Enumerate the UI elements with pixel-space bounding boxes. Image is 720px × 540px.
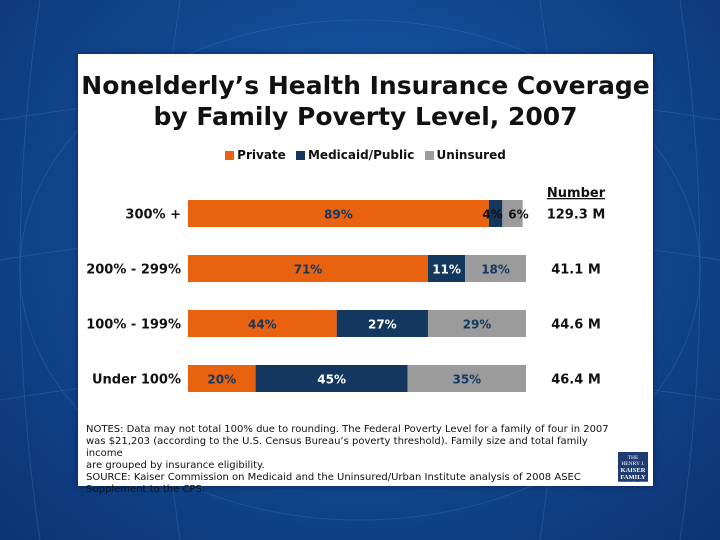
bar-uninsured-300 <box>502 200 523 227</box>
data-label-private-300: 89% <box>324 208 353 222</box>
chart-title: Nonelderly’s Health Insurance Coverage b… <box>78 70 653 132</box>
bar-private-under-100 <box>188 365 256 392</box>
number-header: Number <box>547 186 606 201</box>
bar-private-300 <box>188 200 489 227</box>
bar-private-100-199 <box>188 310 337 337</box>
bar-private-200-299 <box>188 255 428 282</box>
data-label-uninsured-100-199: 29% <box>463 318 492 332</box>
title-line-1: Nonelderly’s Health Insurance Coverage <box>81 71 650 100</box>
data-label-private-under-100: 20% <box>207 373 236 387</box>
number-value-under-100: 46.4 M <box>551 373 601 388</box>
category-label-300: 300% + <box>125 208 181 223</box>
number-value-200-299: 41.1 M <box>551 263 601 278</box>
title-line-2: by Family Poverty Level, 2007 <box>153 102 578 131</box>
category-label-100-199: 100% - 199% <box>86 318 181 333</box>
legend-swatch-medicaid <box>295 151 305 160</box>
data-label-medicaid-public-100-199: 27% <box>368 318 397 332</box>
notes-line-4: SOURCE: Kaiser Commission on Medicaid an… <box>86 472 581 483</box>
legend-label-medicaid: Medicaid/Public <box>307 148 415 162</box>
bar-medicaid-public-under-100 <box>255 365 408 392</box>
bar-uninsured-100-199 <box>427 310 526 337</box>
data-label-private-100-199: 44% <box>248 318 277 332</box>
logo-line-2: KAISER <box>620 467 646 474</box>
data-label-medicaid-public-under-100: 45% <box>317 373 346 387</box>
bar-uninsured-under-100 <box>407 365 526 392</box>
legend: Private Medicaid/Public Uninsured <box>78 148 653 162</box>
legend-label-private: Private <box>237 148 286 162</box>
data-label-uninsured-200-299: 18% <box>481 263 510 277</box>
data-label-uninsured-under-100: 35% <box>452 373 481 387</box>
notes-line-5: Supplement to the CPS. <box>86 484 205 495</box>
logo-line-4: FOUNDATION <box>618 481 654 487</box>
legend-item-private: Private <box>225 148 286 162</box>
legend-swatch-uninsured <box>424 151 434 160</box>
legend-item-uninsured: Uninsured <box>424 148 506 162</box>
stacked-bar-chart: Number 300% + 89% 4% 6% 129.3 M 200% - 299% 71%… <box>86 186 606 392</box>
number-value-100-199: 44.6 M <box>551 318 601 333</box>
bar-medicaid-public-200-299 <box>427 255 466 282</box>
legend-item-medicaid: Medicaid/Public <box>295 148 415 162</box>
logo-line-3: FAMILY <box>620 474 646 481</box>
data-label-medicaid-public-300: 4% <box>482 208 502 222</box>
bar-medicaid-public-100-199 <box>336 310 428 337</box>
notes-line-2: was $21,203 (according to the U.S. Censu… <box>86 436 588 459</box>
data-label-medicaid-public-200-299: 11% <box>432 263 461 277</box>
category-label-under-100: Under 100% <box>92 373 181 388</box>
logo-line-1: THE HENRY J. <box>621 455 645 467</box>
bar-uninsured-200-299 <box>465 255 526 282</box>
legend-label-uninsured: Uninsured <box>436 148 506 162</box>
notes-line-3: are grouped by insurance eligibility. <box>86 460 265 471</box>
chart-notes: NOTES: Data may not total 100% due to ro… <box>86 424 616 496</box>
number-value-300: 129.3 M <box>547 208 606 223</box>
kaiser-logo: THE HENRY J. KAISER FAMILY FOUNDATION <box>618 452 653 487</box>
slide: Nonelderly’s Health Insurance Coverage b… <box>78 54 653 495</box>
notes-line-1: NOTES: Data may not total 100% due to ro… <box>86 424 609 435</box>
data-label-uninsured-300: 6% <box>508 208 528 222</box>
bar-medicaid-public-300 <box>488 200 503 227</box>
category-label-200-299: 200% - 299% <box>86 263 181 278</box>
data-label-private-200-299: 71% <box>294 263 323 277</box>
legend-swatch-private <box>225 151 235 160</box>
